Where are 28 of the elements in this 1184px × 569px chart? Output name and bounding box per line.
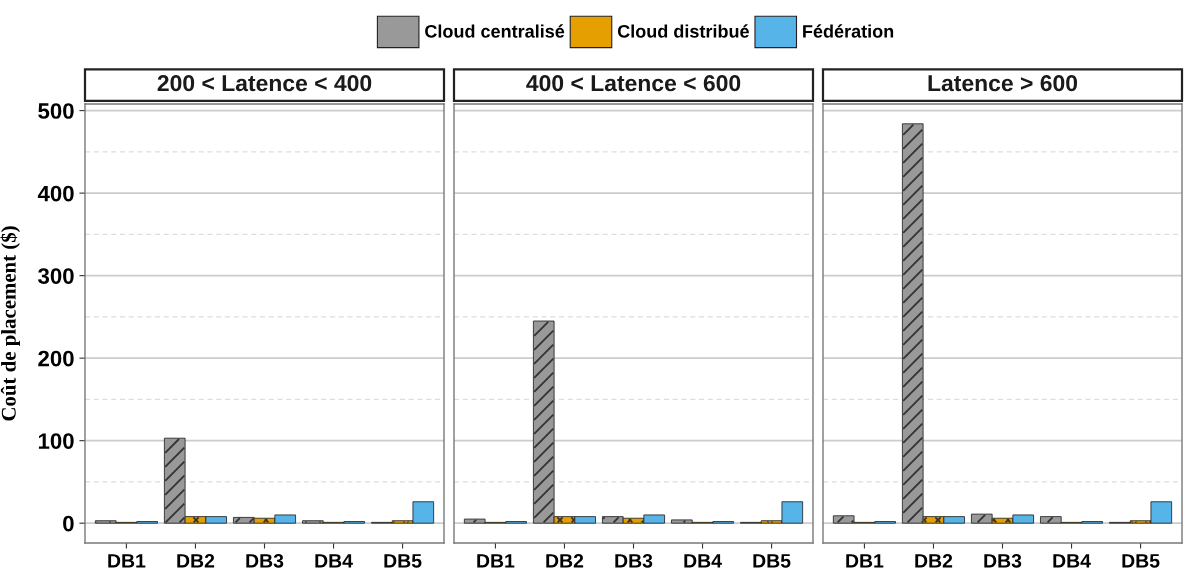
y-tick-label: 400 (37, 185, 74, 202)
x-tick-label: DB3 (246, 553, 284, 568)
x-tick-label: DB1 (108, 554, 146, 568)
x-tick-label: DB5 (1122, 554, 1160, 568)
legend-label: Cloud centralisé (425, 24, 565, 38)
chart-title: 200 < Latence < 400 (157, 75, 372, 92)
x-tick-label: DB4 (1053, 554, 1091, 568)
y-tick-label: 200 (38, 350, 74, 367)
x-tick-label: DB2 (546, 553, 584, 568)
x-tick-label: DB5 (384, 554, 422, 568)
chart-title: Latence > 600 (928, 75, 1078, 92)
chart-title: 400 < Latence < 600 (526, 75, 741, 92)
y-tick-label: 300 (38, 268, 74, 284)
x-tick-label: DB5 (753, 554, 791, 568)
x-tick-label: DB3 (615, 553, 653, 568)
x-tick-label: DB2 (177, 553, 215, 568)
x-tick-label: DB4 (684, 554, 722, 568)
x-tick-label: DB1 (477, 554, 515, 568)
x-tick-label: DB3 (984, 553, 1022, 568)
x-tick-label: DB2 (915, 553, 953, 568)
y-axis-title: Coût de placement ($) (0, 226, 20, 421)
y-tick-label: 0 (63, 515, 74, 532)
y-tick-label: 500 (38, 103, 74, 119)
x-tick-label: DB4 (315, 554, 353, 568)
y-tick-label: 100 (38, 433, 74, 449)
legend-label: Cloud distribué (617, 24, 749, 38)
legend-label: Fédération (803, 24, 894, 38)
x-tick-label: DB1 (846, 554, 884, 568)
